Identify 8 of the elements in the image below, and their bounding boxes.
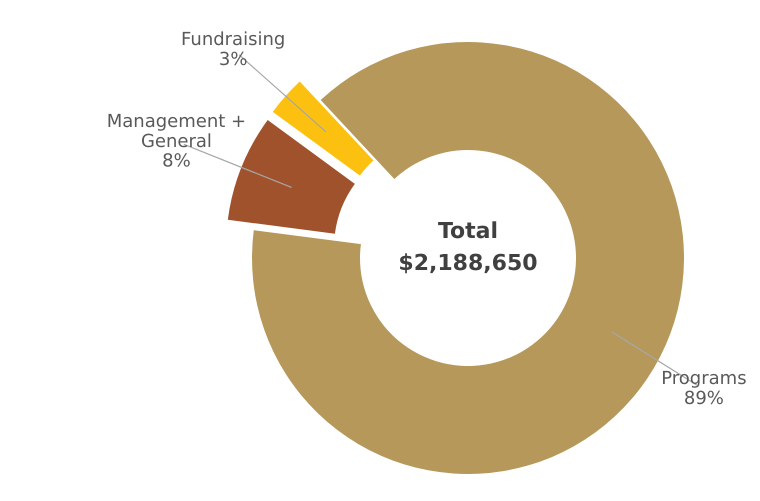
data-label: 89% <box>684 388 724 410</box>
data-label: 3% <box>218 48 248 70</box>
data-label: 8% <box>162 150 191 172</box>
slice-label: Programs <box>661 368 747 390</box>
text: $2,188,650 <box>398 251 538 276</box>
slice-label: Management + General <box>106 110 246 152</box>
text: Total <box>438 219 498 244</box>
slice-label: Fundraising <box>181 29 286 50</box>
